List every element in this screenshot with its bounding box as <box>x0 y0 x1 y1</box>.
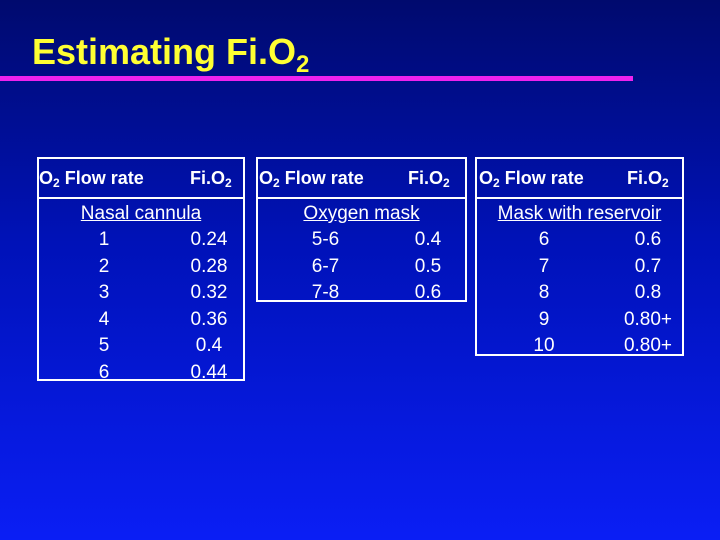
flow-cell: 4 <box>98 308 110 330</box>
flow-rate-header: O2 Flow rate <box>39 168 144 190</box>
fio2-cell: 0.5 <box>414 255 442 277</box>
section-label: Oxygen mask <box>303 203 420 224</box>
section-label: Mask with reservoir <box>497 203 662 224</box>
fio2-cell: 0.4 <box>195 335 223 356</box>
table-row: 4 0.36 <box>39 307 243 334</box>
fio2-cell: 0.6 <box>414 282 442 303</box>
table-row: 6 0.6 <box>477 227 682 254</box>
table-row: 7-8 0.6 <box>258 280 465 307</box>
slide-title-subscript: 2 <box>296 51 310 78</box>
fio2-cell: 0.36 <box>190 308 228 330</box>
flow-cell: 5-6 <box>311 229 340 250</box>
fio2-cell: 0.24 <box>190 229 228 250</box>
flow-cell: 8 <box>538 282 550 303</box>
table-header: O2 Flow rate Fi.O2 <box>477 159 682 199</box>
fio2-cell: 0.8 <box>634 282 662 303</box>
oxygen-mask-table: O2 Flow rate Fi.O2 Oxygen mask 5-6 0.4 6-… <box>256 157 467 303</box>
table-row: 3 0.32 <box>39 280 243 307</box>
flow-cell: 5 <box>98 335 110 356</box>
table-row: 2 0.28 <box>39 254 243 281</box>
flow-rate-header: O2 Flow rate <box>479 168 584 190</box>
flow-cell: 6-7 <box>311 255 340 277</box>
table-row: 1 0.24 <box>39 227 243 254</box>
fio2-cell: 0.32 <box>190 282 228 303</box>
fio2-cell: 0.80+ <box>623 335 673 356</box>
flow-cell: 2 <box>98 255 110 277</box>
fio2-header: Fi.O2 <box>408 168 450 190</box>
flow-rate-header: O2 Flow rate <box>259 168 364 190</box>
flow-cell: 1 <box>98 229 110 250</box>
flow-cell: 6 <box>98 361 110 383</box>
table-row: 6-7 0.5 <box>258 254 465 281</box>
table-row: 5 0.4 <box>39 333 243 360</box>
flow-cell: 7-8 <box>311 282 340 303</box>
table-row: 6 0.44 <box>39 360 243 387</box>
table-row: 8 0.8 <box>477 280 682 307</box>
fio2-cell: 0.7 <box>634 255 662 277</box>
flow-cell: 10 <box>533 335 555 356</box>
table-row: 10 0.80+ <box>477 333 682 360</box>
table-row: 5-6 0.4 <box>258 227 465 254</box>
flow-cell: 9 <box>538 308 550 330</box>
fio2-cell: 0.44 <box>190 361 228 383</box>
flow-cell: 6 <box>538 229 550 250</box>
fio2-cell: 0.6 <box>634 229 662 250</box>
slide-title-text: Estimating Fi.O <box>32 31 297 72</box>
mask-with-reservoir-table: O2 Flow rate Fi.O2 Mask with reservoir 6… <box>475 157 684 356</box>
table-header: O2 Flow rate Fi.O2 <box>258 159 465 199</box>
table-row: 7 0.7 <box>477 254 682 281</box>
fio2-header: Fi.O2 <box>627 168 669 190</box>
title-underline <box>0 76 633 81</box>
table-row: 9 0.80+ <box>477 307 682 334</box>
fio2-header: Fi.O2 <box>190 168 232 190</box>
section-label: Nasal cannula <box>80 203 202 224</box>
fio2-cell: 0.4 <box>414 229 442 250</box>
fio2-cell: 0.28 <box>190 255 228 277</box>
flow-cell: 7 <box>538 255 550 277</box>
flow-cell: 3 <box>98 282 110 303</box>
slide-title: Estimating Fi.O2 <box>32 30 309 77</box>
fio2-cell: 0.80+ <box>623 308 673 330</box>
table-header: O2 Flow rate Fi.O2 <box>39 159 243 199</box>
nasal-cannula-table: O2 Flow rate Fi.O2 Nasal cannula 1 0.24 2… <box>37 157 245 383</box>
